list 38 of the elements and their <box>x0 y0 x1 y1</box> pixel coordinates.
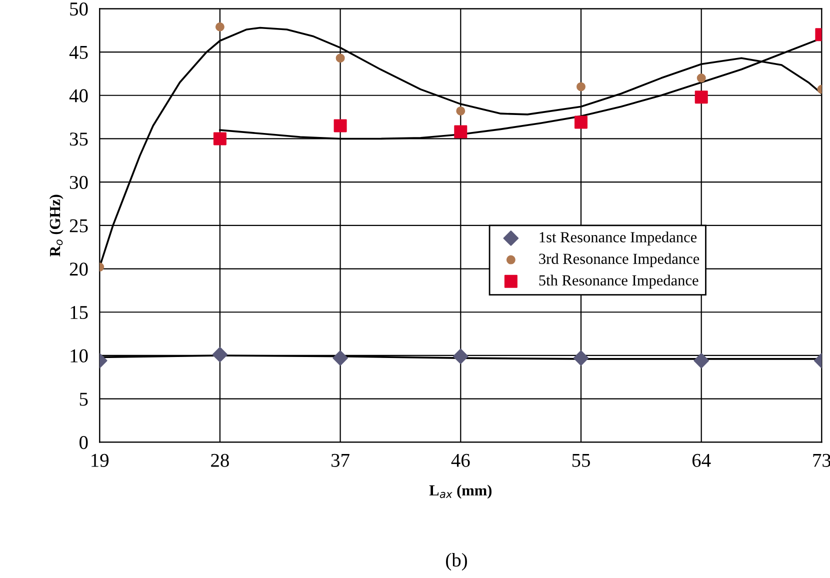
point <box>454 125 468 138</box>
point <box>332 350 348 366</box>
point <box>456 106 466 116</box>
y-tick-label: 20 <box>70 262 88 276</box>
point <box>576 82 586 92</box>
y-tick-label: 30 <box>70 176 88 190</box>
point <box>213 132 226 146</box>
point <box>334 119 347 132</box>
y-tick-label: 50 <box>70 2 88 16</box>
x-tick-label: 19 <box>92 454 109 467</box>
legend-label: 3rd Resonance Impedance <box>539 253 700 268</box>
y-tick-label: 15 <box>70 306 88 320</box>
legend-label: 1st Resonance Impedance <box>540 232 697 246</box>
text: (b) <box>446 552 467 571</box>
point <box>694 353 709 368</box>
y-tick-label: 45 <box>69 46 88 59</box>
y-tick-label: 35 <box>70 132 88 146</box>
x-tick-label: 37 <box>332 454 350 467</box>
point <box>336 54 345 63</box>
x-tick-label: 28 <box>211 454 229 467</box>
point <box>694 90 708 104</box>
x-tick-label: 55 <box>572 454 590 467</box>
point <box>453 348 468 364</box>
point <box>574 116 588 129</box>
y-axis-title: R$_{o}$ (GHz) <box>49 194 64 257</box>
point <box>212 346 228 362</box>
y-tick-label: 10 <box>70 349 88 362</box>
y-tick-label: 0 <box>80 436 88 450</box>
point <box>696 74 706 83</box>
point <box>573 350 589 366</box>
x-tick-label: 46 <box>451 454 470 467</box>
x-axis-title: L$_{ax}$ (mm) <box>429 484 492 499</box>
x-tick-label: 64 <box>692 454 711 467</box>
y-tick-label: 25 <box>70 219 88 232</box>
legend-label: 5th Resonance Impedance <box>539 274 698 289</box>
point <box>215 22 224 32</box>
y-tick-label: 40 <box>69 89 88 102</box>
y-tick-label: 5 <box>80 392 88 406</box>
